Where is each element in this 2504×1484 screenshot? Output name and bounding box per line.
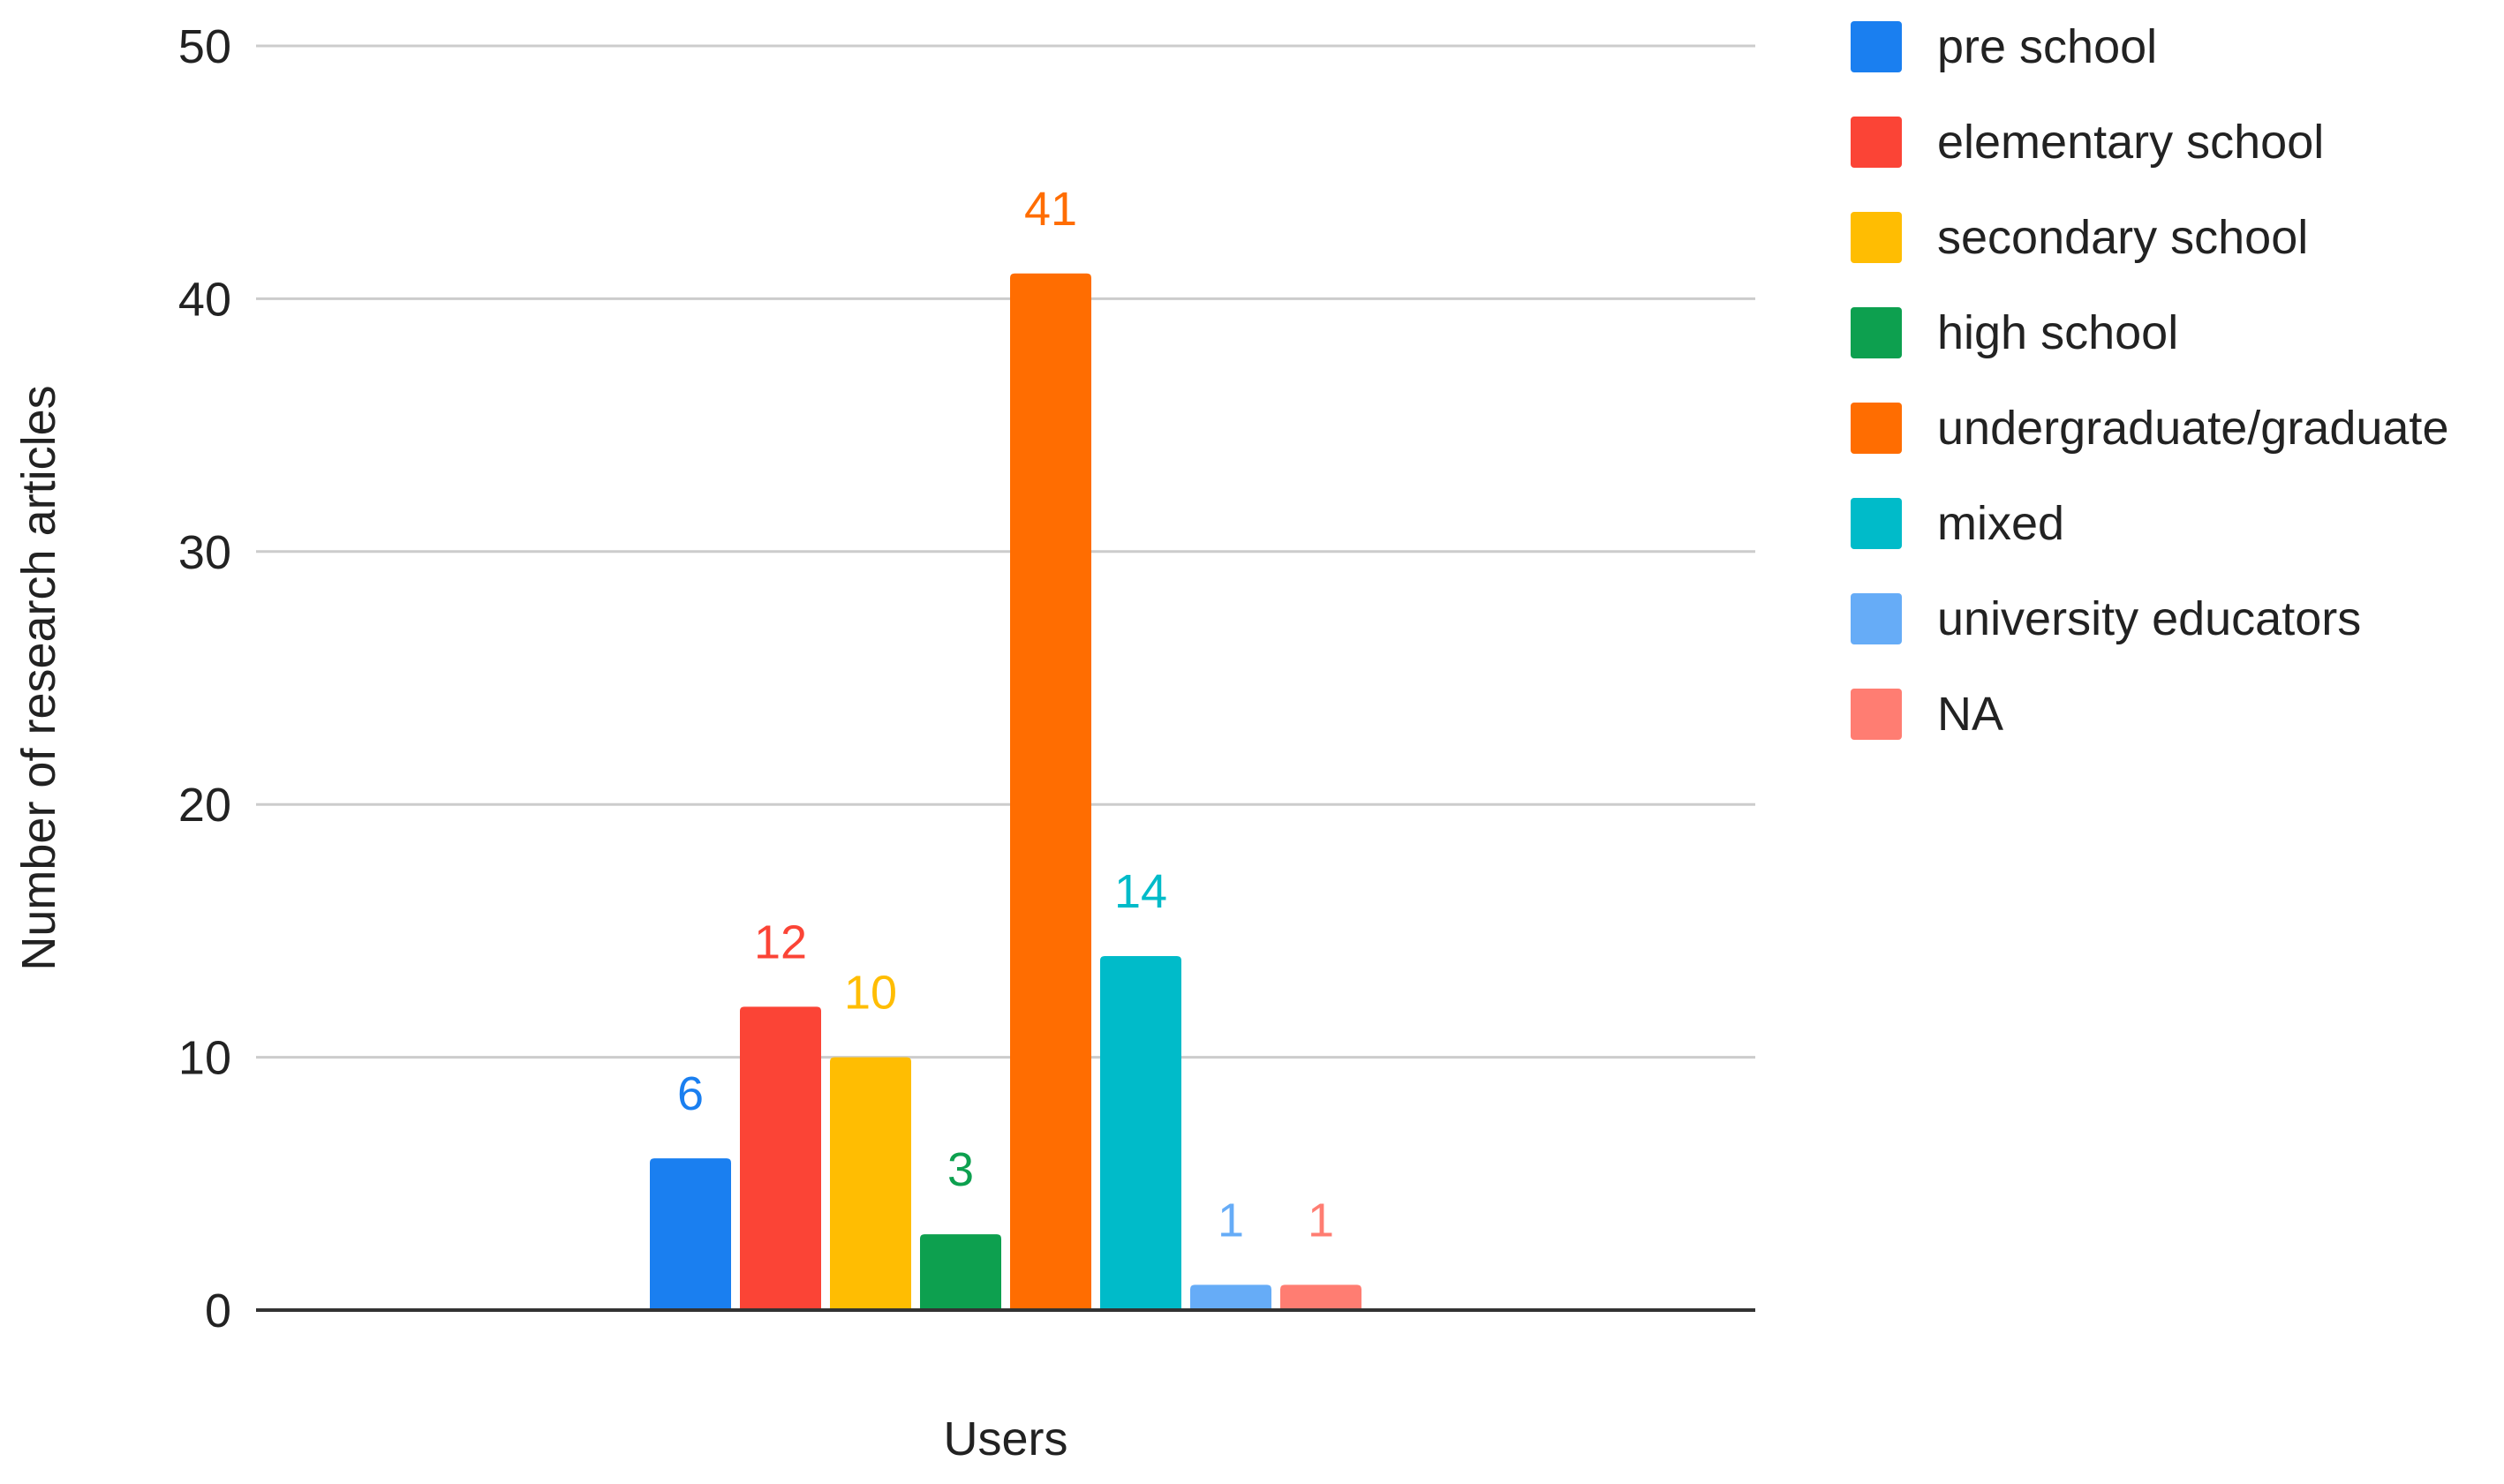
- legend-label: secondary school: [1937, 211, 2308, 264]
- legend-item: undergraduate/graduate: [1851, 402, 2448, 455]
- y-axis-ticks: 0 10 20 30 40 50: [178, 20, 231, 1337]
- y-tick-label: 0: [205, 1284, 231, 1337]
- legend-swatch: [1851, 117, 1902, 168]
- legend-item: mixed: [1851, 497, 2064, 550]
- legend-swatch: [1851, 593, 1902, 644]
- data-label: 1: [1218, 1194, 1244, 1247]
- legend-item: NA: [1851, 688, 2003, 741]
- legend-swatch: [1851, 21, 1902, 72]
- legend-swatch: [1851, 212, 1902, 263]
- legend-swatch: [1851, 403, 1902, 454]
- legend-label: NA: [1937, 688, 2003, 741]
- y-axis-title: Number of research articles: [12, 385, 65, 970]
- bar: [1010, 273, 1091, 1310]
- data-label: 3: [947, 1143, 974, 1196]
- bar: [1100, 956, 1181, 1310]
- y-tick-label: 50: [178, 20, 231, 73]
- legend-swatch: [1851, 498, 1902, 549]
- legend: pre school elementary school secondary sch…: [1851, 20, 2448, 741]
- bar: [1280, 1284, 1361, 1310]
- legend-label: pre school: [1937, 20, 2157, 73]
- data-label: 41: [1024, 183, 1077, 236]
- x-axis-title: Users: [943, 1412, 1067, 1465]
- data-label: 6: [677, 1067, 704, 1120]
- data-label: 1: [1308, 1194, 1334, 1247]
- bars: [650, 273, 1361, 1310]
- legend-label: high school: [1937, 306, 2178, 359]
- legend-item: high school: [1851, 306, 2178, 359]
- legend-item: university educators: [1851, 592, 2361, 645]
- bar: [650, 1158, 731, 1310]
- legend-label: mixed: [1937, 497, 2064, 550]
- legend-item: elementary school: [1851, 116, 2324, 169]
- bar: [920, 1234, 1001, 1310]
- bar: [1190, 1284, 1271, 1310]
- data-label: 10: [844, 967, 897, 1020]
- data-label: 14: [1114, 865, 1167, 918]
- y-tick-label: 40: [178, 273, 231, 326]
- y-tick-label: 10: [178, 1032, 231, 1085]
- legend-label: undergraduate/graduate: [1937, 402, 2448, 455]
- legend-swatch: [1851, 689, 1902, 740]
- y-tick-label: 30: [178, 526, 231, 579]
- gridlines: [256, 44, 1755, 1059]
- bar: [740, 1006, 821, 1310]
- bar: [830, 1057, 911, 1310]
- legend-label: university educators: [1937, 592, 2361, 645]
- legend-item: secondary school: [1851, 211, 2308, 264]
- legend-item: pre school: [1851, 20, 2157, 73]
- legend-label: elementary school: [1937, 116, 2324, 169]
- legend-swatch: [1851, 307, 1902, 358]
- data-labels: 6 12 10 3 41 14 1 1: [677, 183, 1334, 1247]
- data-label: 12: [754, 915, 807, 968]
- y-tick-label: 20: [178, 779, 231, 832]
